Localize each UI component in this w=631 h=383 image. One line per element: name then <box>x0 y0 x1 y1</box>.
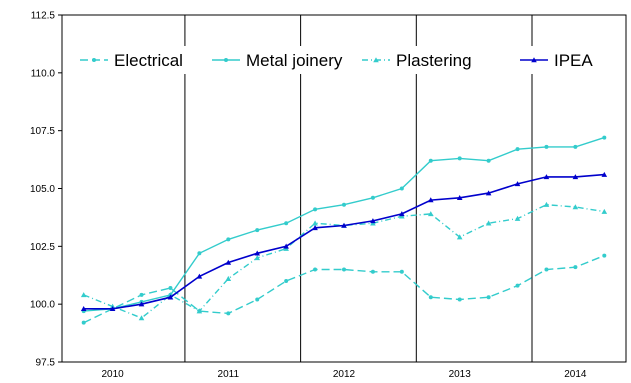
data-point <box>109 305 116 312</box>
data-point <box>138 301 145 307</box>
legend-label: Electrical <box>114 51 183 70</box>
data-point <box>399 186 404 191</box>
data-point <box>283 243 289 249</box>
legend: Electrical Metal joinery Plastering IPEA <box>74 46 606 74</box>
data-point <box>543 174 550 180</box>
legend-label: IPEA <box>554 51 593 70</box>
data-point <box>457 156 462 161</box>
x-tick-label: 2014 <box>564 369 587 380</box>
data-point <box>572 174 579 180</box>
data-point <box>224 58 228 62</box>
y-tick-label: 110.0 <box>31 68 56 79</box>
data-point <box>370 269 375 274</box>
data-point <box>313 267 318 272</box>
data-point <box>284 221 289 226</box>
series-line <box>83 203 605 319</box>
data-point <box>168 285 173 290</box>
y-tick-label: 112.5 <box>31 11 56 22</box>
x-tick-label: 2012 <box>333 369 356 380</box>
data-point <box>399 269 404 274</box>
x-tick-label: 2011 <box>218 369 240 380</box>
data-point <box>312 220 318 226</box>
data-point <box>601 208 608 214</box>
data-point <box>399 211 405 217</box>
data-point <box>167 294 174 300</box>
data-point <box>456 194 463 200</box>
data-point <box>572 204 579 210</box>
data-point <box>92 58 96 62</box>
data-point <box>370 195 375 200</box>
series-line <box>83 254 605 324</box>
data-point <box>370 218 376 224</box>
data-point <box>197 251 202 256</box>
data-point <box>485 220 492 226</box>
data-point <box>514 215 521 221</box>
series-ipea <box>80 171 608 312</box>
y-tick-label: 102.5 <box>30 242 55 253</box>
data-point <box>226 237 231 242</box>
data-point <box>428 158 433 163</box>
x-tick-label: 2013 <box>449 369 472 380</box>
series-electrical <box>81 253 607 325</box>
data-point <box>485 190 492 196</box>
data-point <box>514 181 521 187</box>
data-point <box>254 255 261 261</box>
data-point <box>284 279 289 284</box>
data-point <box>486 158 491 163</box>
data-point <box>373 57 379 63</box>
data-point <box>342 202 346 207</box>
data-point <box>225 259 232 265</box>
data-point <box>342 267 346 272</box>
data-point <box>341 222 347 228</box>
y-tick-label: 100.0 <box>30 300 55 311</box>
series-line <box>83 173 605 310</box>
data-point <box>427 211 434 217</box>
data-point <box>196 273 203 279</box>
legend-label: Plastering <box>396 51 472 70</box>
data-point <box>602 253 607 258</box>
data-point <box>254 250 261 256</box>
data-point <box>80 305 87 312</box>
series-plastering <box>80 201 608 321</box>
x-tick-label: 2010 <box>101 369 124 380</box>
data-point <box>515 283 520 288</box>
y-tick-label: 107.5 <box>30 126 55 137</box>
data-point <box>543 201 550 207</box>
data-point <box>255 297 260 302</box>
data-point <box>80 292 87 298</box>
data-point <box>573 144 578 149</box>
data-point <box>601 171 608 177</box>
data-point <box>138 315 145 321</box>
data-point <box>515 147 520 152</box>
data-point <box>486 295 491 300</box>
data-point <box>196 308 203 314</box>
data-point <box>573 265 578 270</box>
data-point <box>139 292 144 297</box>
x-axis: 2010 2011 2012 2013 2014 <box>101 369 586 380</box>
data-point <box>255 228 260 233</box>
data-point <box>531 57 537 63</box>
data-point <box>312 225 318 231</box>
data-point <box>602 135 607 140</box>
data-point <box>544 267 549 272</box>
y-axis: 97.5 100.0 102.5 105.0 107.5 110.0 112.5 <box>30 11 62 369</box>
y-tick-label: 97.5 <box>36 358 56 369</box>
data-point <box>427 197 434 203</box>
y-tick-label: 105.0 <box>30 184 55 195</box>
data-point <box>457 297 462 302</box>
data-point <box>81 320 86 325</box>
data-point <box>428 295 433 300</box>
data-point <box>544 144 549 149</box>
series-group <box>80 135 608 325</box>
legend-label: Metal joinery <box>246 51 343 70</box>
legend-background <box>74 46 606 74</box>
data-point <box>456 234 463 240</box>
data-point <box>225 275 232 281</box>
data-point <box>313 207 318 212</box>
data-point <box>226 311 231 316</box>
